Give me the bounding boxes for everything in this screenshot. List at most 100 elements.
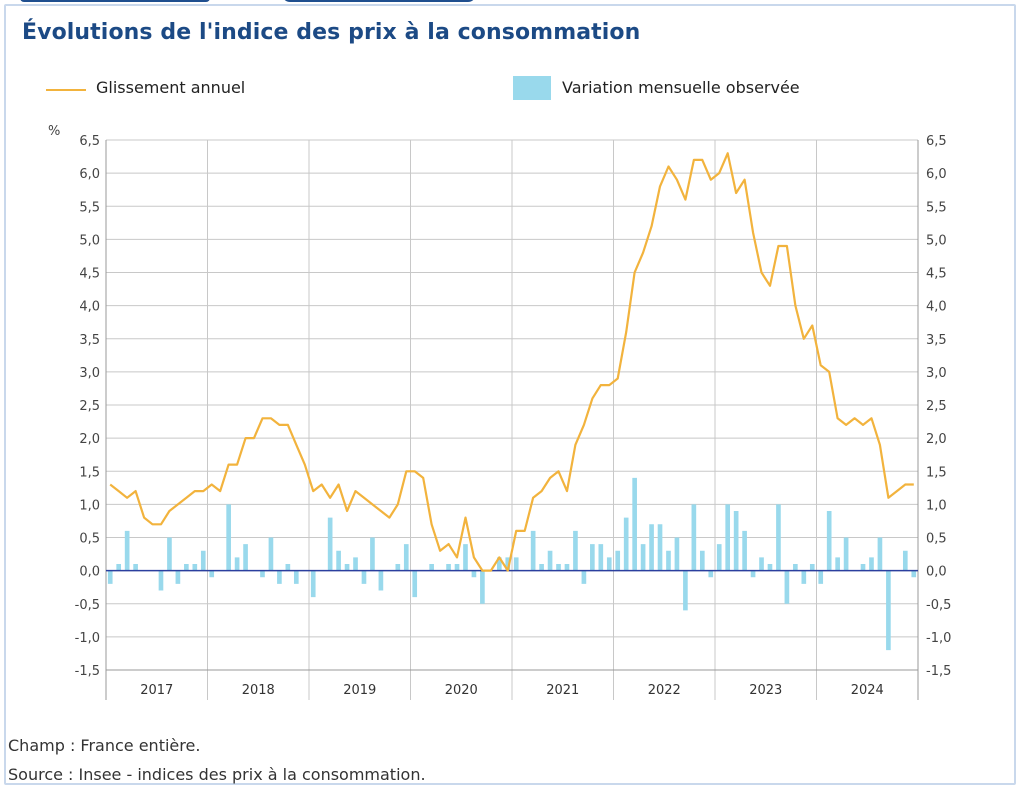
bar-mark <box>184 564 189 571</box>
year-label: 2020 <box>445 683 478 698</box>
y-tick-label-left: 4,5 <box>79 267 100 282</box>
bar-mark <box>615 550 621 571</box>
y-tick-label-right: -1,5 <box>926 664 951 679</box>
bar-mark <box>911 570 917 578</box>
y-tick-label-left: 5,0 <box>79 233 100 248</box>
legend-line-swatch <box>46 89 86 91</box>
bar-mark <box>463 544 468 571</box>
bar-mark <box>158 570 164 591</box>
y-tick-label-right: 2,5 <box>926 399 947 414</box>
y-tick-label-right: 1,0 <box>926 498 947 513</box>
y-tick-label-right: 4,0 <box>926 300 947 315</box>
bar-mark <box>310 570 316 598</box>
y-tick-label-left: 2,0 <box>79 432 100 447</box>
bar-mark <box>649 524 654 571</box>
bar-mark <box>116 564 122 571</box>
bar-mark <box>902 550 908 571</box>
bar-mark <box>200 550 206 571</box>
bar-mark <box>699 550 705 571</box>
bar-mark <box>277 570 282 584</box>
bar-mark <box>564 564 570 571</box>
bar-mark <box>243 544 248 571</box>
legend-bar-swatch <box>513 76 551 100</box>
y-tick-label-left: 2,5 <box>79 399 100 414</box>
bar-mark <box>691 504 697 571</box>
bar-mark <box>209 570 215 578</box>
bar-mark <box>598 544 604 571</box>
bar-mark <box>395 564 401 571</box>
bar-mark <box>344 564 350 571</box>
bar-mark <box>361 570 367 584</box>
year-label: 2024 <box>851 683 884 698</box>
bar-mark <box>446 564 451 571</box>
bar-mark <box>657 524 663 571</box>
chart-frame <box>4 4 1016 785</box>
bar-mark <box>167 537 172 571</box>
bar-mark <box>869 557 874 571</box>
legend-line-label: Glissement annuel <box>96 78 246 97</box>
y-tick-label-right: 4,5 <box>926 267 947 282</box>
legend-bar-label: Variation mensuelle observée <box>562 78 800 97</box>
bar-mark <box>623 517 629 571</box>
bar-mark <box>742 530 747 571</box>
bar-mark <box>530 530 536 571</box>
bar-mark <box>133 564 138 571</box>
bar-mark <box>725 504 731 571</box>
bar-mark <box>793 564 798 571</box>
bar-mark <box>370 537 375 571</box>
bar-mark <box>403 544 409 571</box>
bar-mark <box>378 570 384 591</box>
bar-mark <box>327 517 333 571</box>
bar-mark <box>539 564 544 571</box>
bar-mark <box>496 557 502 571</box>
y-tick-label-right: 3,0 <box>926 366 947 381</box>
y-tick-label-left: 1,5 <box>79 465 100 480</box>
chart-title: Évolutions de l'indice des prix à la con… <box>22 20 641 45</box>
y-tick-label-right: -1,0 <box>926 631 951 646</box>
bar-mark <box>784 570 790 604</box>
bar-mark <box>260 570 265 578</box>
year-label: 2018 <box>242 683 275 698</box>
year-label: 2022 <box>648 683 681 698</box>
y-tick-label-right: 0,0 <box>926 565 947 580</box>
bar-mark <box>124 530 130 571</box>
bar-mark <box>801 570 807 584</box>
bar-mark <box>818 570 824 584</box>
bar-mark <box>666 550 671 571</box>
y-unit-label: % <box>48 124 60 139</box>
bar-mark <box>192 564 198 571</box>
series-line-glissement-annuel <box>109 152 914 572</box>
bar-mark <box>268 537 274 571</box>
y-tick-label-left: 5,5 <box>79 200 100 215</box>
bar-mark <box>293 570 299 584</box>
y-tick-label-left: 6,0 <box>79 167 100 182</box>
y-tick-label-right: 1,5 <box>926 465 947 480</box>
y-tick-label-left: 1,0 <box>79 498 100 513</box>
y-tick-label-right: 3,5 <box>926 333 947 348</box>
bar-mark <box>547 550 553 571</box>
bar-mark <box>767 564 773 571</box>
bar-mark <box>776 504 781 571</box>
y-tick-label-right: 6,0 <box>926 167 947 182</box>
bar-mark <box>843 537 849 571</box>
bar-mark <box>513 557 519 571</box>
y-tick-label-right: 0,5 <box>926 532 947 547</box>
bar-mark <box>683 570 688 611</box>
bar-mark <box>505 557 511 571</box>
year-label: 2017 <box>140 683 173 698</box>
y-tick-label-left: -0,5 <box>75 598 100 613</box>
year-label: 2021 <box>546 683 579 698</box>
bar-mark <box>640 544 646 571</box>
bar-mark <box>606 557 612 571</box>
year-label: 2023 <box>749 683 782 698</box>
bar-mark <box>226 504 231 571</box>
bar-mark <box>860 564 866 571</box>
bar-mark <box>750 570 756 578</box>
bar-mark <box>234 557 240 571</box>
bar-mark <box>708 570 714 578</box>
y-tick-label-right: 5,0 <box>926 233 947 248</box>
bar-mark <box>107 570 113 584</box>
bar-mark <box>175 570 181 584</box>
bar-mark <box>353 557 358 571</box>
bar-mark <box>590 544 595 571</box>
